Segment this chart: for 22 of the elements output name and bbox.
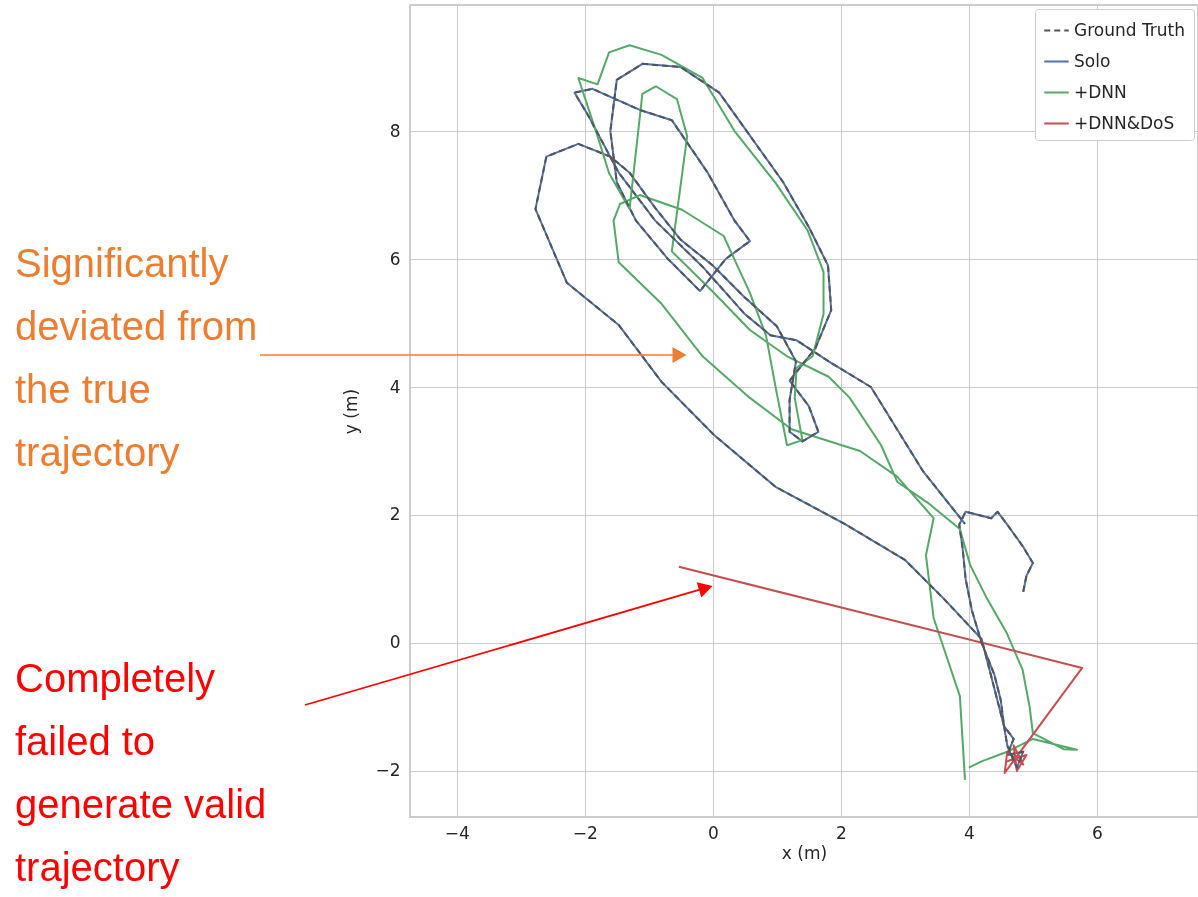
legend-label: +DNN&DoS <box>1074 112 1175 133</box>
y-tick-label: 6 <box>389 248 401 269</box>
line-series <box>677 565 1084 774</box>
legend-label: +DNN <box>1074 81 1127 102</box>
legend-label: Solo <box>1074 50 1111 71</box>
x-tick-label: 0 <box>707 822 719 843</box>
y-axis-title: y (m) <box>341 388 362 435</box>
x-tick-label: 2 <box>835 822 847 843</box>
line-series <box>534 62 1034 769</box>
annotation: Significantly deviated from the true trajectory <box>15 241 258 474</box>
x-tick-label: 6 <box>1091 822 1103 843</box>
x-tick-label: −4 <box>444 822 470 843</box>
x-tick-label: 4 <box>963 822 975 843</box>
x-tick-label: −2 <box>572 822 598 843</box>
x-axis-title: x (m) <box>781 842 828 863</box>
annotation: Completely failed to generate valid trajectory <box>15 656 267 889</box>
y-tick-label: 4 <box>389 376 401 397</box>
y-tick-label: −2 <box>375 760 401 781</box>
y-tick-label: 2 <box>389 504 401 525</box>
legend-label: Ground Truth <box>1074 19 1186 40</box>
y-tick-label: 0 <box>389 632 401 653</box>
y-tick-label: 8 <box>389 120 401 141</box>
